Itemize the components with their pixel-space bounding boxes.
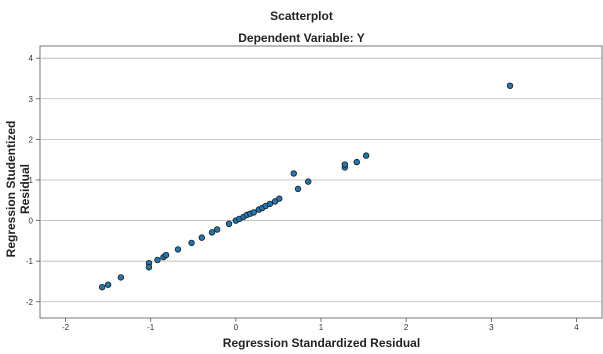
data-point [162, 251, 170, 259]
data-point [353, 158, 360, 166]
data-point [225, 220, 233, 228]
data-point [250, 209, 257, 216]
data-point [506, 82, 514, 89]
data-point [174, 246, 182, 253]
data-point [104, 281, 112, 288]
y-tick-label: 4 [29, 54, 34, 63]
x-tick-label: 4 [574, 323, 579, 332]
y-tick-label: 1 [29, 176, 34, 185]
data-point [98, 283, 106, 291]
data-point [276, 195, 283, 202]
y-axis-label: Regression Studentized Residual [4, 120, 32, 258]
data-point [117, 274, 125, 281]
data-point [213, 226, 221, 233]
y-tick-label: 2 [29, 135, 34, 144]
y-tick-label: -2 [26, 298, 34, 307]
x-tick-label: 1 [319, 323, 324, 332]
data-point [305, 178, 312, 185]
data-point [294, 185, 302, 193]
y-tick-label: 3 [29, 95, 34, 104]
x-tick-label: 2 [404, 323, 409, 332]
grid-lines [40, 57, 602, 303]
plot-frame [39, 45, 603, 319]
x-tick-label: 3 [489, 323, 494, 332]
x-axis-label: Regression Standardized Residual [222, 336, 421, 350]
x-axis-ticks: -2 -1 0 1 2 3 4 [62, 318, 579, 332]
x-tick-label: 0 [234, 323, 239, 332]
y-axis-ticks: -2 -1 0 1 2 3 4 [26, 54, 40, 307]
chart-subtitle: Dependent Variable: Y [238, 31, 365, 45]
data-point [188, 239, 195, 247]
data-point [198, 234, 205, 241]
data-point [208, 229, 216, 236]
chart-title: Scatterplot [270, 9, 333, 23]
data-point [154, 256, 161, 264]
data-points [98, 82, 514, 291]
data-point [341, 161, 349, 168]
y-tick-label: -1 [26, 257, 34, 266]
data-point [266, 200, 274, 208]
data-point [362, 152, 370, 159]
x-tick-label: -1 [147, 323, 155, 332]
y-tick-label: 0 [29, 217, 34, 226]
x-tick-label: -2 [62, 323, 70, 332]
data-point [290, 170, 297, 177]
data-point [145, 264, 153, 271]
